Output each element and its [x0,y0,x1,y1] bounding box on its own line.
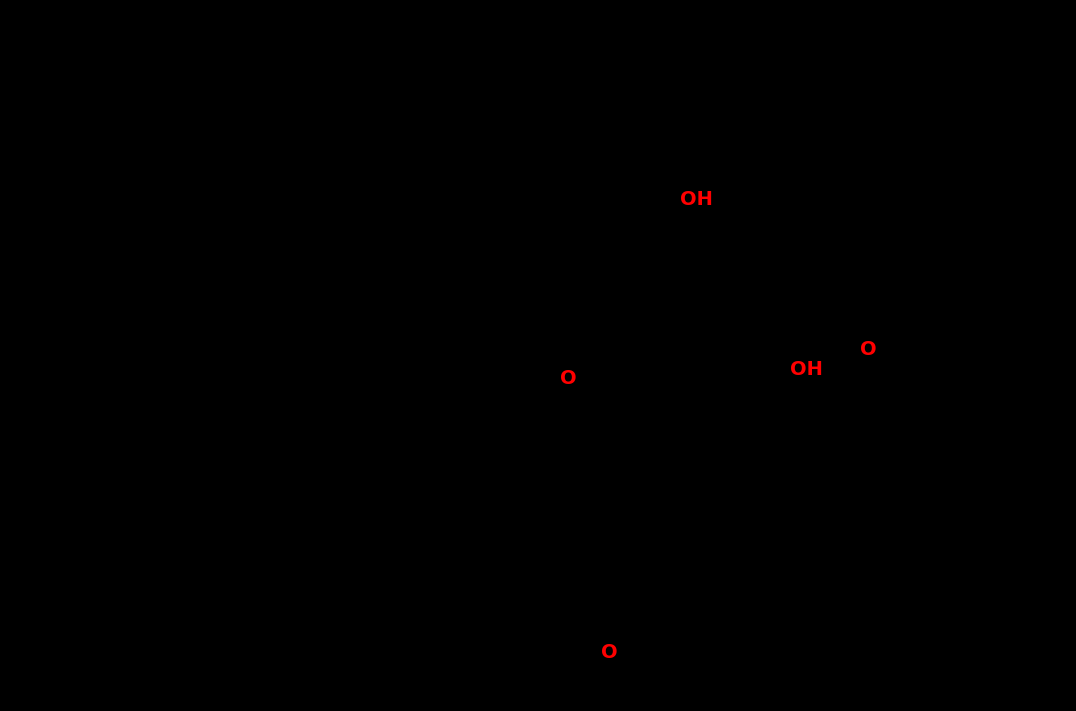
Text: OH: OH [791,360,823,379]
Text: O: O [861,341,877,359]
Text: O: O [600,643,618,662]
Text: OH: OH [680,190,713,208]
Text: O: O [561,369,577,387]
